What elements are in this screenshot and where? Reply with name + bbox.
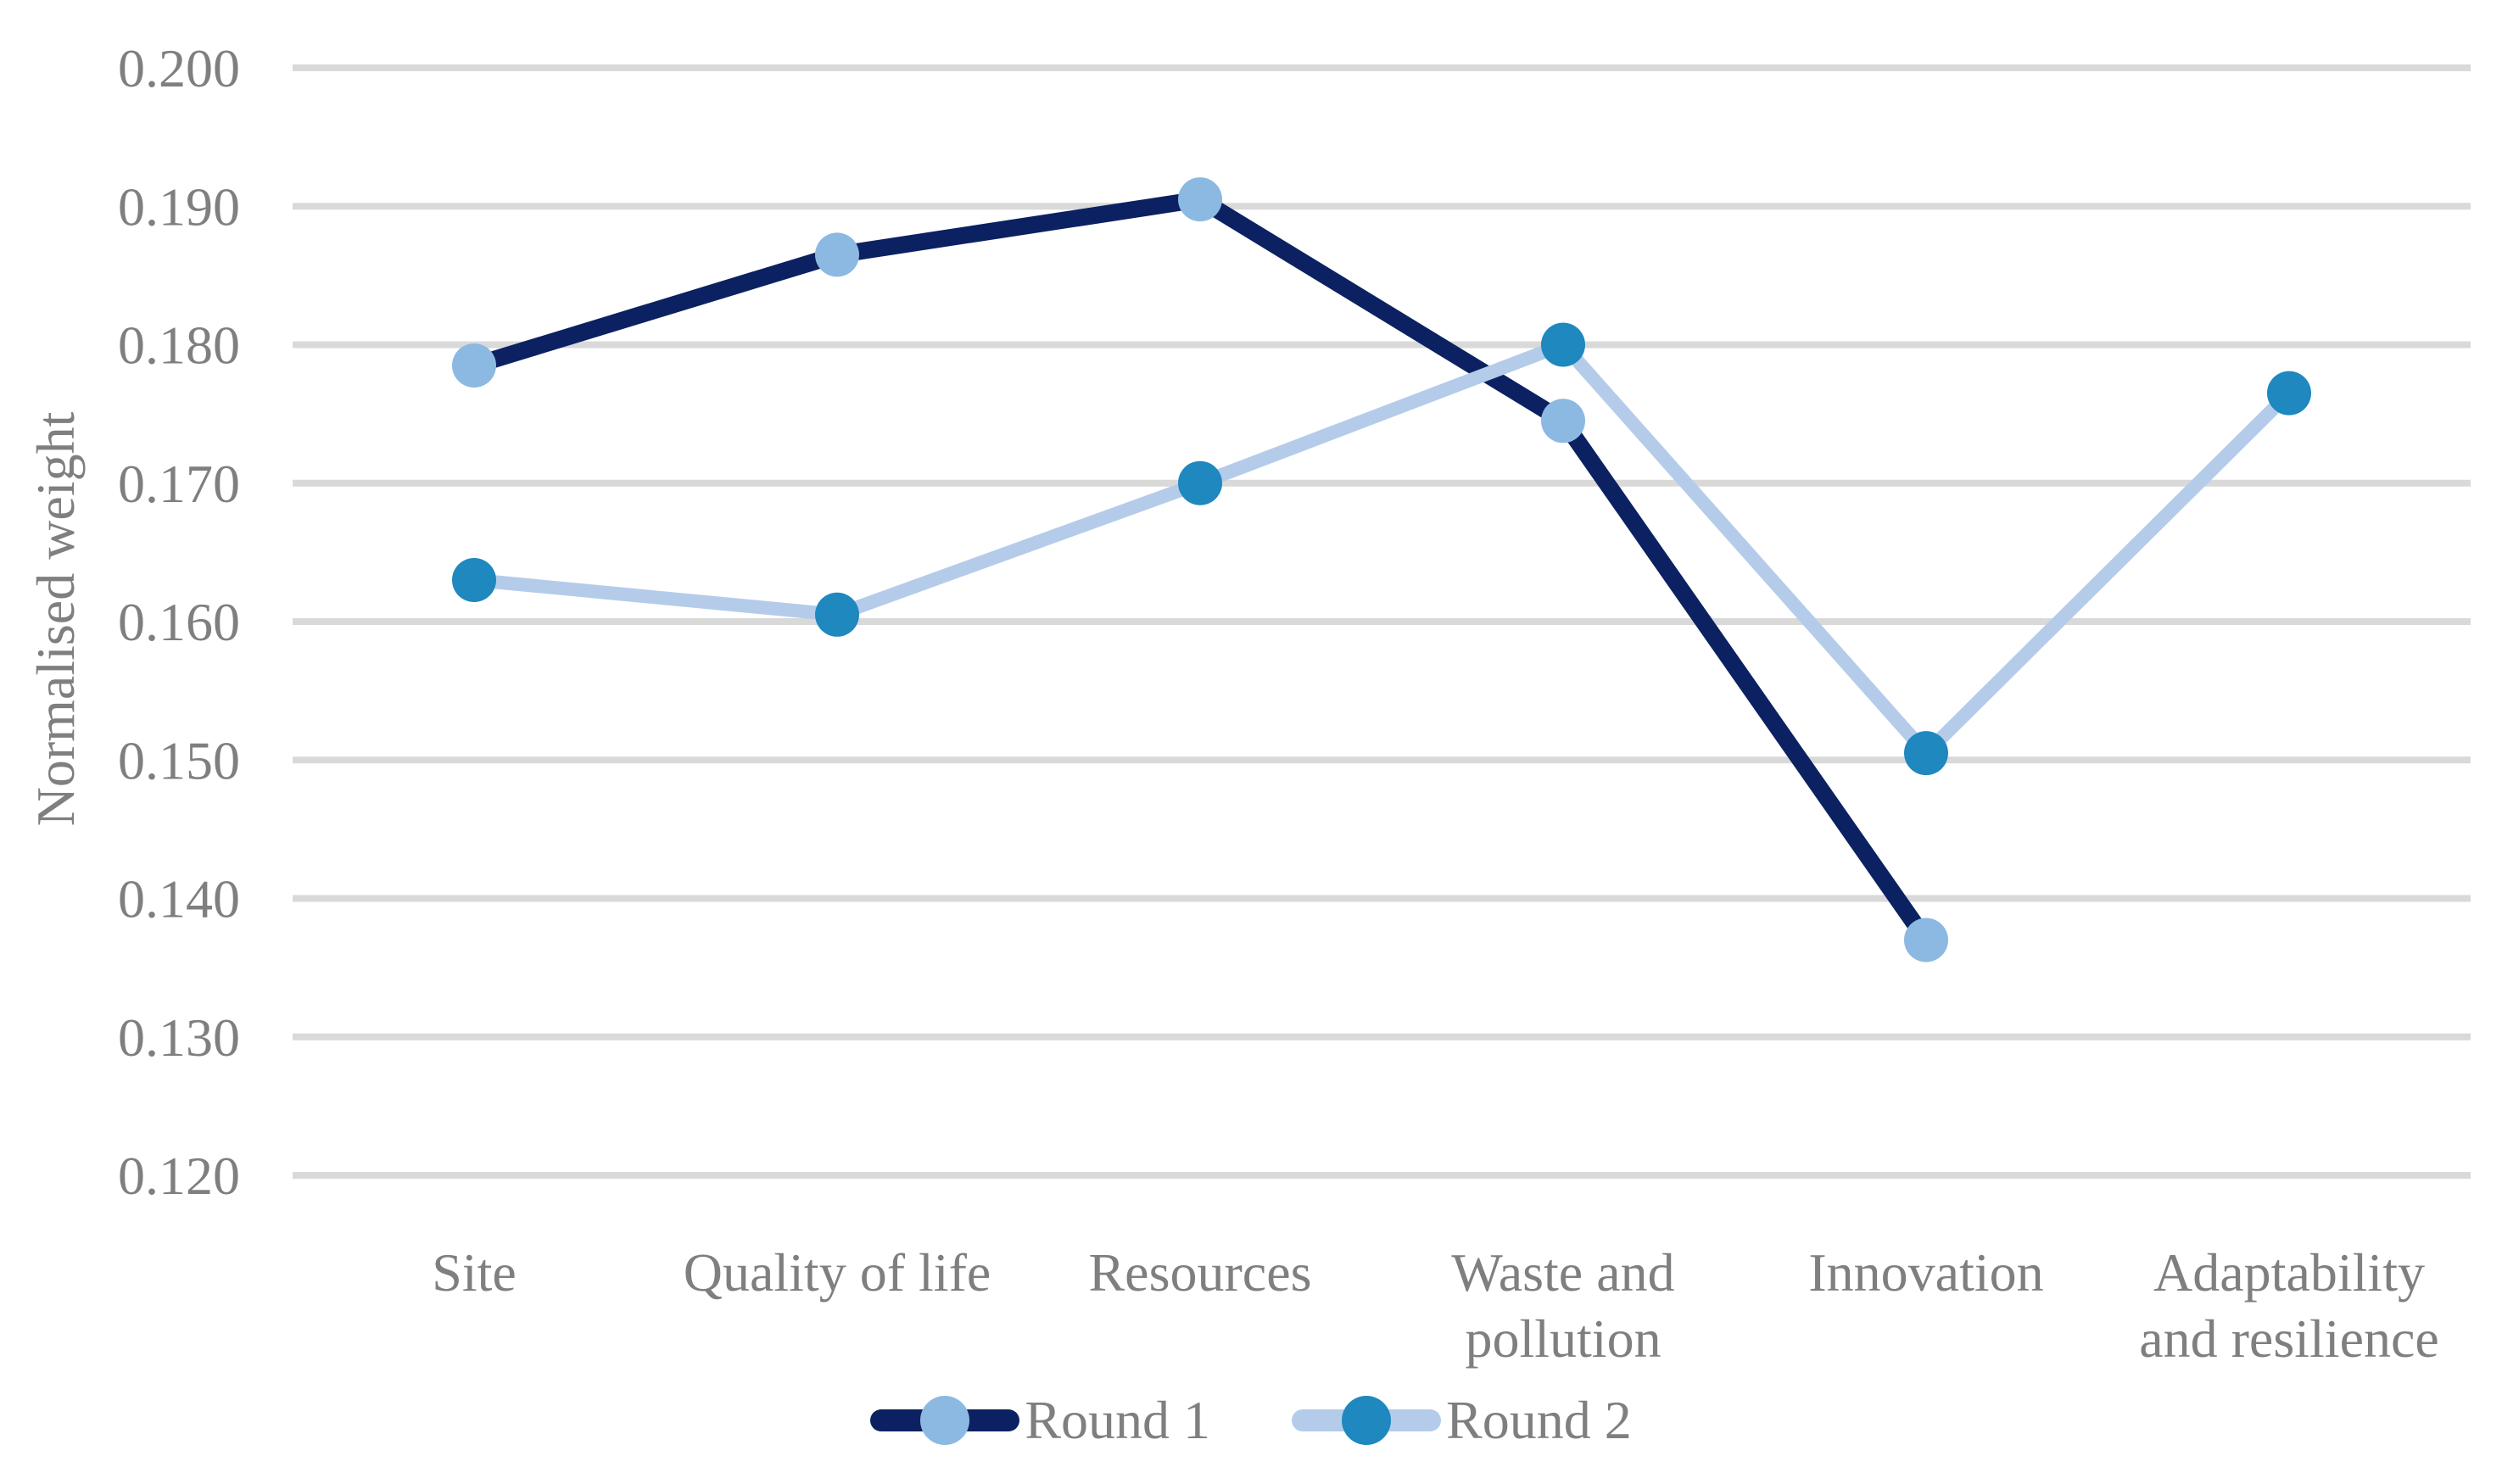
data-point-round-1 — [452, 343, 496, 388]
y-tick-label: 0.160 — [118, 592, 240, 652]
y-tick-label: 0.120 — [118, 1146, 240, 1206]
legend-label-round-1: Round 1 — [1025, 1390, 1210, 1450]
series-line-round-1 — [466, 191, 1935, 949]
legend-label-round-2: Round 2 — [1446, 1390, 1632, 1450]
x-category-label: Quality of life — [684, 1242, 991, 1303]
y-tick-label: 0.140 — [118, 869, 240, 929]
x-category-label: Site — [432, 1242, 517, 1303]
series-line-round-2 — [467, 338, 2296, 761]
y-axis-title: Normalised weight — [25, 411, 86, 827]
legend-marker-icon — [920, 1396, 970, 1445]
x-category-label: pollution — [1465, 1308, 1661, 1369]
data-point-round-1 — [815, 232, 859, 277]
y-tick-label: 0.170 — [118, 454, 240, 514]
legend-item-round-1: Round 1 — [870, 1389, 1210, 1452]
x-category-label: Waste and — [1451, 1242, 1674, 1303]
legend: Round 1 Round 2 — [0, 1389, 2502, 1452]
legend-item-round-2: Round 2 — [1292, 1389, 1632, 1452]
y-tick-label: 0.200 — [118, 38, 240, 98]
data-point-round-2 — [1904, 731, 1948, 776]
data-point-round-1 — [1904, 918, 1948, 962]
y-tick-label: 0.190 — [118, 176, 240, 237]
data-point-round-1 — [1541, 399, 1585, 444]
x-category-label: Innovation — [1808, 1242, 2043, 1303]
data-point-round-1 — [1178, 177, 1222, 222]
legend-marker-icon — [1342, 1396, 1391, 1445]
y-tick-label: 0.180 — [118, 315, 240, 376]
legend-swatch-round-2 — [1292, 1395, 1441, 1446]
data-point-round-2 — [815, 592, 859, 637]
data-point-round-2 — [1178, 460, 1222, 505]
data-point-round-2 — [1541, 322, 1585, 367]
x-category-label: Adaptability — [2153, 1242, 2425, 1303]
data-point-round-2 — [2267, 371, 2311, 416]
x-category-label: and resilience — [2139, 1308, 2439, 1369]
legend-swatch-round-1 — [870, 1395, 1020, 1446]
y-tick-label: 0.150 — [118, 730, 240, 790]
x-category-label: Resources — [1088, 1242, 1311, 1303]
data-point-round-2 — [452, 558, 496, 602]
y-tick-label: 0.130 — [118, 1007, 240, 1068]
